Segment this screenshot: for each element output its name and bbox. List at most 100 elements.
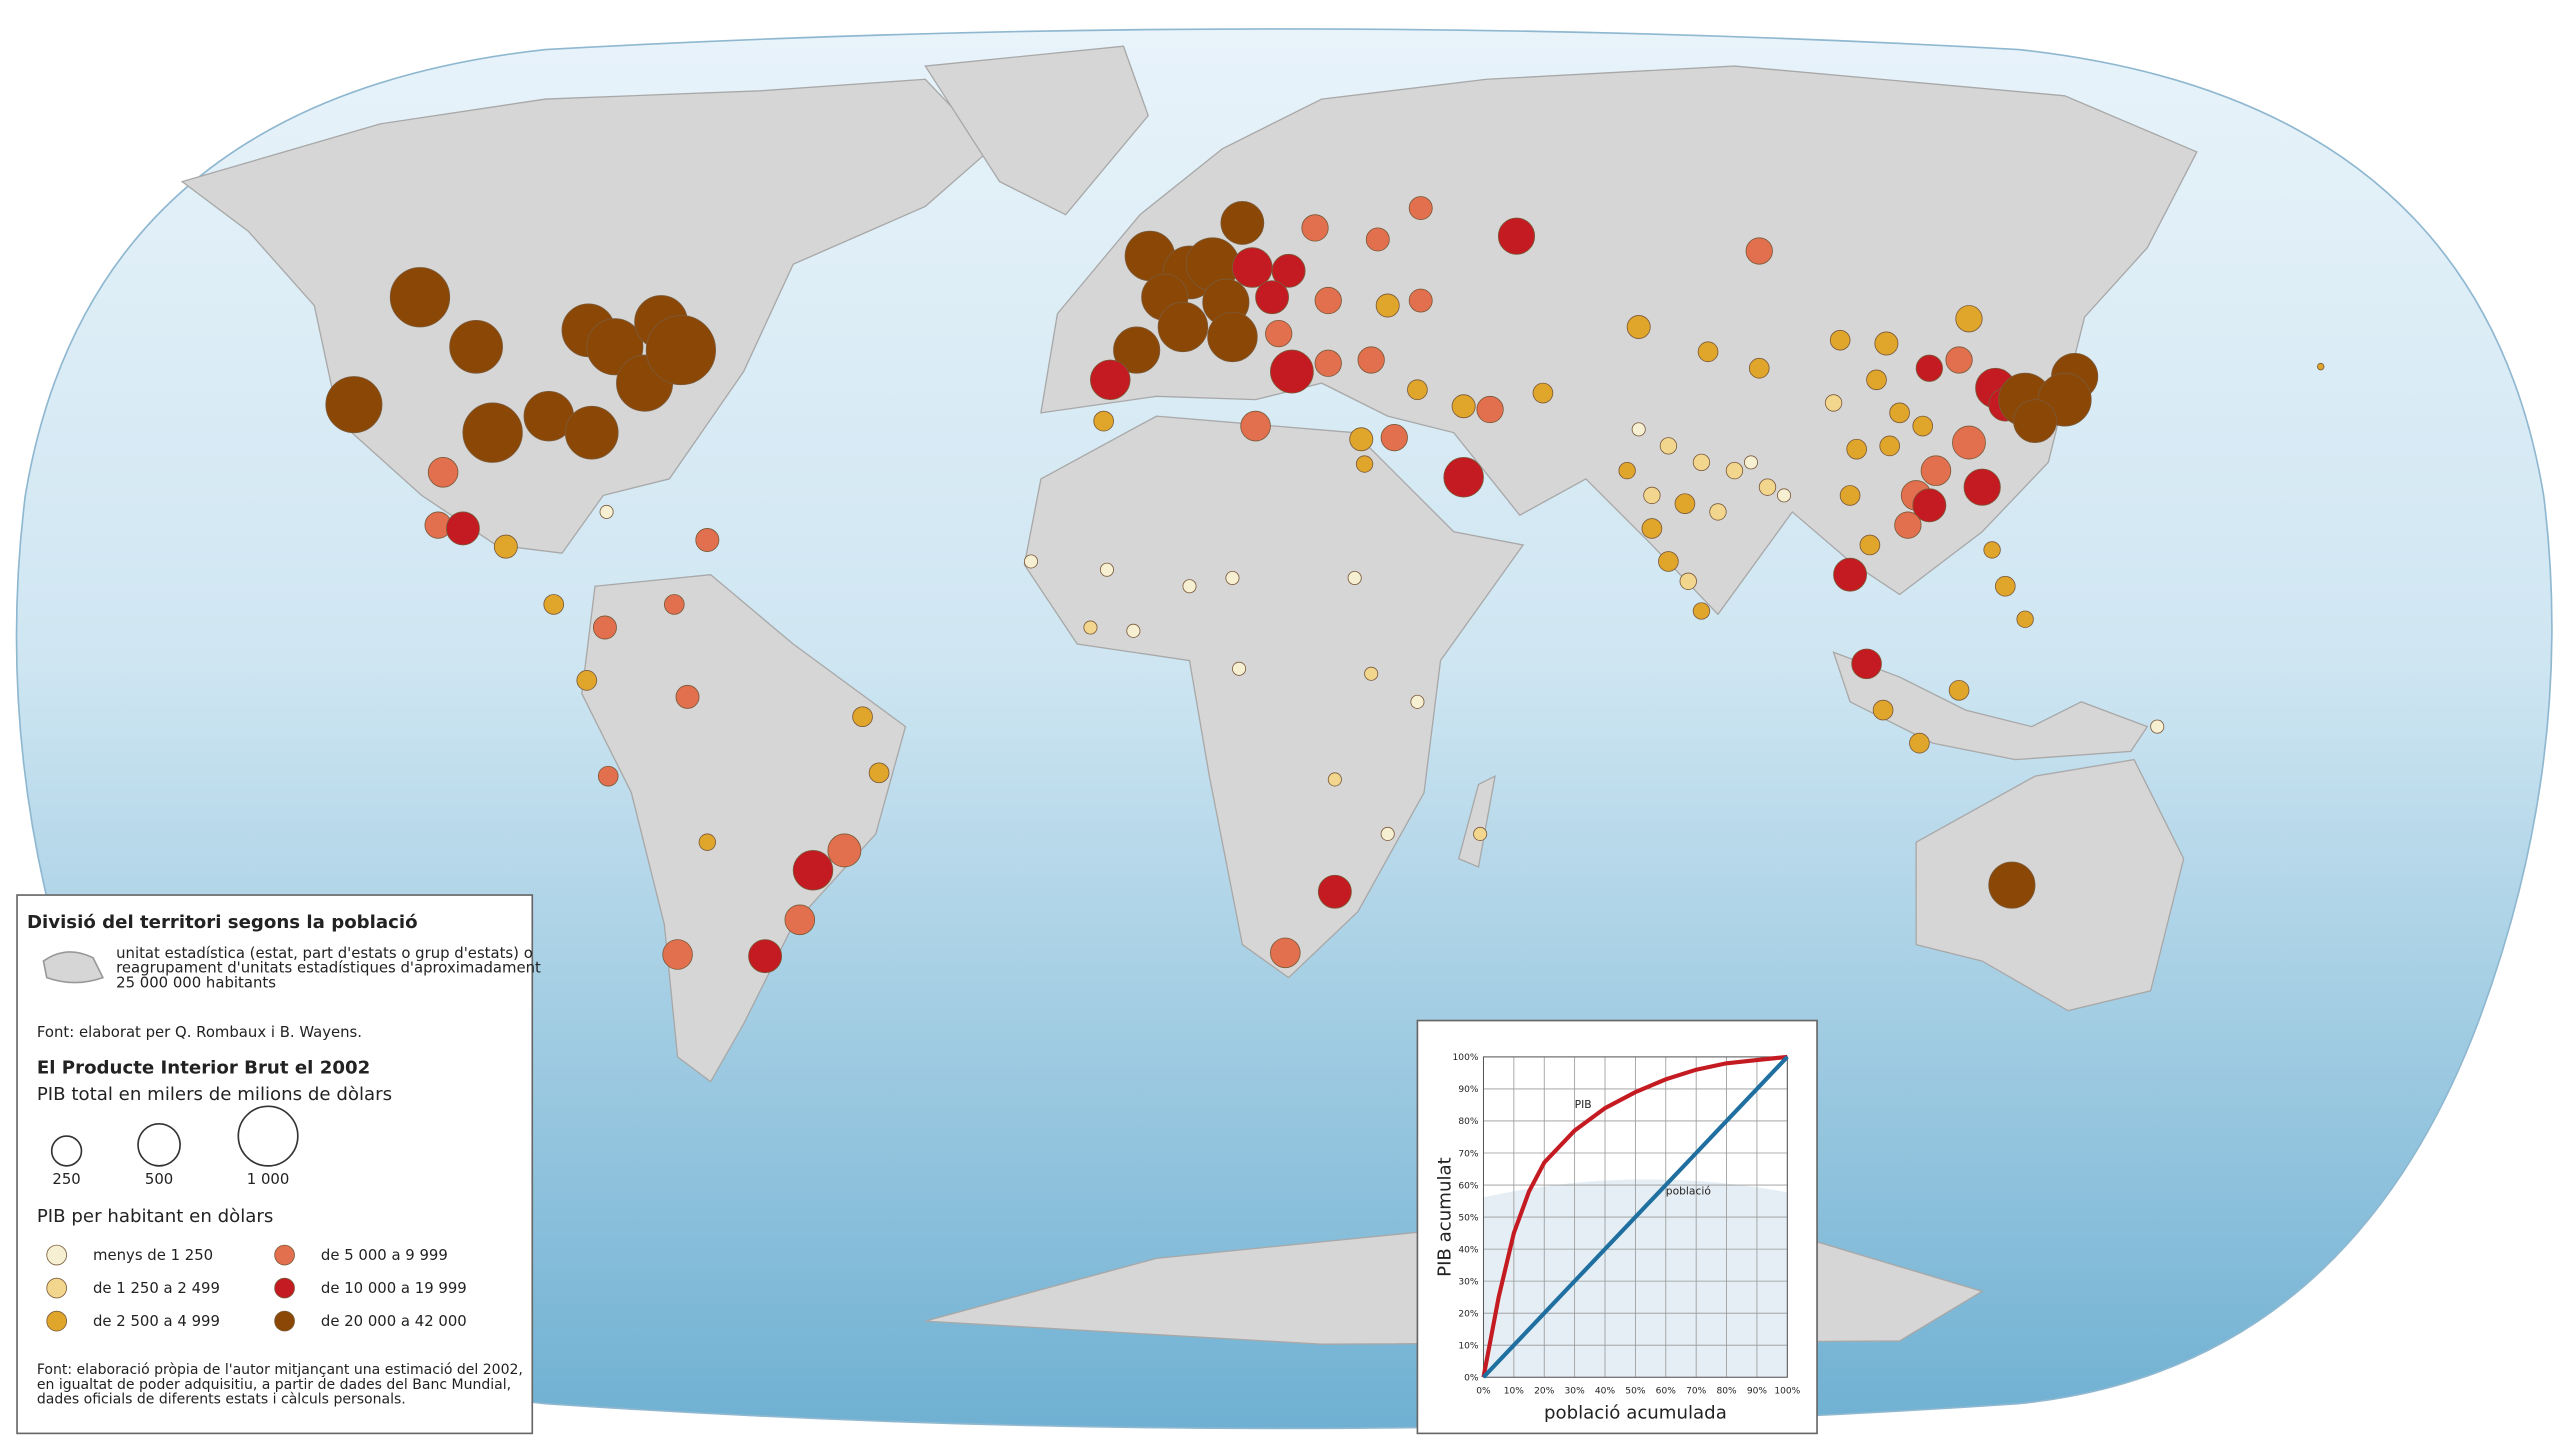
gdp-bubble bbox=[1301, 214, 1329, 242]
gdp-bubble bbox=[1232, 247, 1273, 288]
gdp-bubble bbox=[1157, 301, 1209, 353]
gdp-bubble bbox=[1093, 410, 1114, 432]
gdp-bubble bbox=[1473, 826, 1488, 841]
gdp-bubble bbox=[1879, 435, 1901, 457]
x-tick-label: 70% bbox=[1686, 1387, 1707, 1397]
gdp-bubble bbox=[1497, 217, 1536, 255]
madagascar bbox=[1457, 774, 1496, 868]
gdp-bubble bbox=[1182, 579, 1197, 594]
gdp-bubble bbox=[1692, 602, 1711, 620]
gdp-bubble bbox=[1532, 382, 1554, 404]
size-key bbox=[137, 1122, 181, 1167]
legend-frame bbox=[16, 894, 534, 1435]
gdp-bubble bbox=[389, 267, 451, 328]
gdp-bubble bbox=[662, 939, 693, 970]
gdp-bubble bbox=[1994, 575, 2016, 597]
gdp-bubble bbox=[1777, 488, 1792, 503]
gdp-bubble bbox=[1314, 349, 1342, 377]
gdp-bubble bbox=[1945, 346, 1973, 374]
size-key bbox=[237, 1105, 299, 1167]
class-label: de 2 500 a 4 999 bbox=[93, 1312, 220, 1330]
gdp-bubble bbox=[698, 833, 716, 851]
series-line bbox=[1481, 1054, 1788, 1378]
gdp-bubble bbox=[1874, 331, 1899, 356]
gdp-bubble bbox=[2317, 362, 2325, 371]
gdp-bubble bbox=[599, 504, 614, 519]
gdp-bubble bbox=[592, 615, 617, 640]
gdp-bubble bbox=[1317, 874, 1352, 909]
gdp-bubble bbox=[1833, 557, 1867, 592]
gdp-bubble bbox=[1824, 394, 1843, 412]
legend-box: Divisió del territori segons la població… bbox=[16, 894, 541, 1435]
class-swatch bbox=[46, 1310, 67, 1332]
gdp-bubble bbox=[1725, 461, 1744, 480]
unit-text: unitat estadística (estat, part d'estats… bbox=[116, 944, 533, 962]
gdp-bubble bbox=[695, 528, 720, 552]
gdp-bubble bbox=[1618, 461, 1636, 480]
class-label: menys de 1 250 bbox=[93, 1246, 213, 1264]
gdp-bubble bbox=[1443, 457, 1484, 498]
gdp-bubble bbox=[1839, 485, 1861, 506]
gdp-bubble bbox=[1271, 253, 1306, 288]
gdp-bubble bbox=[1476, 395, 1504, 424]
gdp-bubble bbox=[1748, 357, 1770, 379]
y-tick-label: 100% bbox=[1453, 1053, 1479, 1063]
x-tick-label: 40% bbox=[1595, 1387, 1616, 1397]
gdp-bubble bbox=[1743, 455, 1759, 470]
greenland bbox=[924, 45, 1149, 216]
x-tick-label: 100% bbox=[1774, 1387, 1800, 1397]
class-label: de 10 000 a 19 999 bbox=[321, 1279, 467, 1297]
gdp-bubble bbox=[1948, 679, 1970, 701]
gdp-bubble bbox=[1915, 354, 1943, 382]
gdp-bubble bbox=[1380, 423, 1408, 452]
gdp-bubble bbox=[1407, 379, 1428, 401]
gdp-bubble bbox=[1920, 455, 1952, 486]
gdp-bubble bbox=[1380, 826, 1395, 841]
gdp-title: El Producte Interior Brut el 2002 bbox=[37, 1057, 370, 1078]
gdp-bubble bbox=[1952, 425, 1986, 460]
southeast-asia-islands bbox=[1832, 651, 2149, 761]
gdp-bubble bbox=[1866, 369, 1887, 391]
gdp-bubble bbox=[1643, 486, 1661, 505]
gdp-bubble bbox=[2013, 399, 2057, 443]
x-tick-label: 0% bbox=[1476, 1387, 1491, 1397]
unit-icon bbox=[42, 951, 105, 984]
gdp-bubble bbox=[1270, 349, 1314, 394]
gdp-subtitle: PIB total en milers de milions de dòlars bbox=[37, 1084, 392, 1105]
gdp-bubble bbox=[1314, 286, 1342, 315]
y-tick-label: 10% bbox=[1458, 1342, 1479, 1352]
gdp-bubble bbox=[1408, 288, 1433, 313]
class-swatch bbox=[274, 1244, 295, 1266]
y-tick-label: 80% bbox=[1458, 1117, 1479, 1127]
gdp-bubble bbox=[868, 762, 890, 784]
gdp-bubble bbox=[1709, 503, 1727, 521]
gdp-bubble bbox=[1126, 623, 1141, 638]
eurasia bbox=[1040, 65, 2198, 616]
unit-text: 25 000 000 habitants bbox=[116, 974, 276, 992]
gdp-bubble bbox=[1347, 570, 1362, 585]
gdp-bubble bbox=[1410, 694, 1425, 709]
gdp-bubble bbox=[449, 319, 503, 374]
source-text: en igualtat de poder adquisitiu, a parti… bbox=[37, 1377, 511, 1393]
gdp-bubble bbox=[1658, 551, 1679, 572]
gdp-bubble bbox=[1451, 394, 1476, 419]
gdp-bubbles bbox=[325, 196, 2325, 974]
gdp-bubble bbox=[852, 706, 873, 728]
class-swatch bbox=[46, 1244, 67, 1266]
gdp-bubble bbox=[1090, 359, 1131, 401]
gdp-bubble bbox=[1745, 237, 1773, 265]
gdp-bubble bbox=[1846, 438, 1868, 460]
gdp-bubble bbox=[1851, 648, 1882, 680]
legend-title: Divisió del territori segons la població bbox=[27, 912, 418, 933]
size-label: 500 bbox=[145, 1170, 173, 1188]
gdp-bubble bbox=[1894, 511, 1922, 539]
y-tick-label: 70% bbox=[1458, 1149, 1479, 1159]
size-label: 1 000 bbox=[247, 1170, 290, 1188]
gdp-bubble bbox=[1408, 196, 1433, 221]
gdp-bubble bbox=[576, 670, 598, 691]
gdp-bubble bbox=[1270, 937, 1301, 969]
class-swatch bbox=[274, 1310, 295, 1332]
gdp-bubble bbox=[1912, 415, 1934, 437]
gdp-bubble bbox=[1355, 455, 1374, 473]
y-tick-label: 60% bbox=[1458, 1181, 1479, 1191]
